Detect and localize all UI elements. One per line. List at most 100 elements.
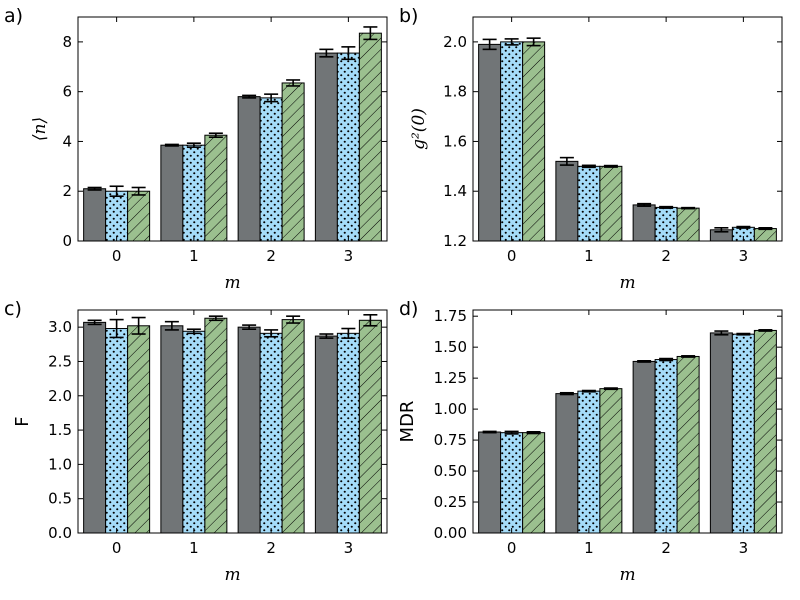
axes-frame (472, 16, 783, 242)
y-tick-label: 6 (62, 83, 72, 101)
error-bar (637, 202, 652, 207)
y-tick-label: 2.5 (48, 352, 72, 370)
y-axis-label: MDR (397, 401, 418, 443)
y-tick-label: 0.0 (48, 524, 72, 542)
bar (599, 165, 623, 242)
error-bar (482, 38, 497, 51)
error-bar (758, 329, 773, 332)
error-bar (319, 333, 334, 339)
error-bar (581, 164, 596, 169)
bar (83, 321, 107, 534)
x-tick-label: 1 (189, 247, 199, 265)
y-tick-label: 1.6 (443, 132, 467, 150)
y-tick-label: 2 (62, 182, 72, 200)
x-tick-label: 3 (344, 539, 354, 557)
bar (259, 332, 283, 534)
error-bar (504, 38, 519, 46)
error-bar (603, 387, 618, 391)
error-bar (208, 132, 223, 139)
error-bar (637, 359, 652, 363)
bar (500, 41, 524, 242)
panel-label: a) (4, 5, 23, 27)
x-tick-label: 0 (507, 539, 517, 557)
error-bar (482, 430, 497, 434)
panels: a) 0 2 4 6 8 0 1 2 3 m ⟨n⟩ b) 1.2 1.4 1.6 1.8 2.0 0 1 2 3 m g²(… (4, 5, 783, 585)
error-bar (319, 48, 334, 58)
bar (676, 207, 700, 242)
y-tick-label: 1.25 (434, 369, 467, 387)
error-bar (208, 315, 223, 322)
bar (127, 325, 151, 534)
bar (555, 393, 579, 534)
bar (358, 32, 382, 242)
y-tick-label: 3.0 (48, 318, 72, 336)
x-tick-label: 1 (189, 539, 199, 557)
error-bar (363, 314, 378, 327)
bar (336, 332, 360, 534)
bar (314, 335, 338, 534)
x-axis-label: m (224, 565, 240, 585)
x-tick-label: 1 (584, 247, 594, 265)
y-axis-label: F (12, 416, 33, 426)
axes-frame (77, 16, 388, 242)
panel-label: d) (399, 298, 418, 320)
bar (522, 41, 546, 242)
y-tick-label: 2.0 (443, 33, 467, 51)
error-bar (242, 94, 257, 99)
bar (632, 360, 656, 534)
bar (478, 431, 502, 534)
x-tick-label: 3 (739, 247, 749, 265)
bar (281, 82, 305, 242)
error-bar (264, 329, 279, 338)
bar (127, 190, 151, 242)
panel-label: b) (399, 5, 418, 27)
bar (753, 228, 777, 242)
error-bar (603, 164, 618, 168)
bar (478, 43, 502, 242)
x-tick-label: 0 (507, 247, 517, 265)
error-bar (504, 430, 519, 435)
error-bar (87, 186, 102, 191)
y-axis-label: g²(0) (409, 108, 429, 150)
x-tick-label: 2 (266, 539, 276, 557)
bar (555, 160, 579, 242)
y-tick-label: 1.75 (434, 307, 467, 325)
y-tick-label: 0.00 (434, 524, 467, 542)
y-tick-label: 0.25 (434, 493, 467, 511)
y-tick-label: 0.50 (434, 462, 467, 480)
panel-3: c) 0.0 0.5 1.0 1.5 2.0 2.5 3.0 0 1 2 3 m F (4, 298, 388, 585)
x-axis-label: m (619, 565, 635, 585)
y-tick-label: 0 (62, 232, 72, 250)
x-tick-label: 2 (266, 247, 276, 265)
axes-frame (472, 309, 783, 534)
x-tick-label: 2 (661, 247, 671, 265)
bar (632, 204, 656, 242)
y-tick-label: 1.00 (434, 400, 467, 418)
bar (731, 333, 755, 534)
y-tick-label: 1.5 (48, 421, 72, 439)
bar (753, 329, 777, 534)
x-axis-label: m (619, 273, 635, 293)
error-bar (526, 430, 541, 435)
bar (281, 319, 305, 534)
panel-1: a) 0 2 4 6 8 0 1 2 3 m ⟨n⟩ (4, 5, 388, 293)
error-bar (109, 318, 124, 339)
panel-label: c) (4, 298, 22, 320)
error-bar (242, 324, 257, 331)
x-tick-label: 3 (344, 247, 354, 265)
panel-2: b) 1.2 1.4 1.6 1.8 2.0 0 1 2 3 m g²(0) (399, 5, 783, 293)
y-tick-label: 8 (62, 33, 72, 51)
bar (259, 97, 283, 242)
error-bar (186, 328, 201, 335)
error-bar (736, 225, 751, 229)
bar (500, 432, 524, 534)
error-bar (681, 206, 696, 210)
bar (237, 96, 261, 242)
error-bar (559, 391, 574, 396)
bar (654, 206, 678, 242)
bar (577, 390, 601, 534)
error-bar (714, 227, 729, 233)
error-bar (109, 185, 124, 197)
error-bar (131, 186, 146, 196)
